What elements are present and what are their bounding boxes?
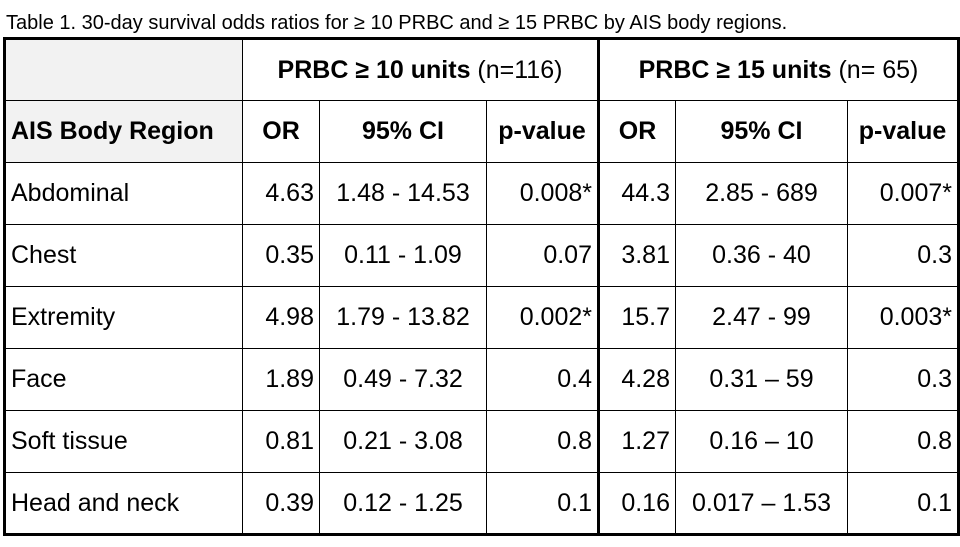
- column-header-pvalue: p-value: [486, 100, 599, 163]
- group-header-row: PRBC ≥ 10 units (n=116) PRBC ≥ 15 units …: [3, 37, 960, 101]
- table-row: Chest 0.35 0.11 - 1.09 0.07 3.81 0.36 - 40 0.3: [3, 224, 960, 287]
- group-n: (n=116): [477, 55, 563, 84]
- column-header-region: AIS Body Region: [3, 100, 243, 163]
- table-row: Extremity 4.98 1.79 - 13.82 0.002* 15.7 2.47 …: [3, 286, 960, 349]
- column-header-or: OR: [242, 100, 320, 163]
- or-cell: 1.27: [597, 410, 676, 473]
- blank-header-cell: [3, 37, 243, 101]
- ci-cell: 0.36 - 40: [675, 224, 848, 287]
- pvalue-cell: 0.3: [847, 348, 960, 411]
- column-header-pvalue: p-value: [847, 100, 960, 163]
- ci-cell: 0.017 – 1.53: [675, 472, 848, 536]
- pvalue-cell: 0.07: [486, 224, 599, 287]
- region-cell: Head and neck: [3, 472, 243, 536]
- table-row: Abdominal 4.63 1.48 - 14.53 0.008* 44.3 2.85 …: [3, 162, 960, 225]
- or-cell: 0.39: [242, 472, 320, 536]
- or-cell: 4.63: [242, 162, 320, 225]
- or-cell: 44.3: [597, 162, 676, 225]
- pvalue-cell: 0.1: [486, 472, 599, 536]
- table-row: Soft tissue 0.81 0.21 - 3.08 0.8 1.27 0.16 – …: [3, 410, 960, 473]
- ci-cell: 0.16 – 10: [675, 410, 848, 473]
- or-cell: 1.89: [242, 348, 320, 411]
- pvalue-cell: 0.008*: [486, 162, 599, 225]
- pvalue-cell: 0.8: [847, 410, 960, 473]
- or-cell: 3.81: [597, 224, 676, 287]
- pvalue-cell: 0.007*: [847, 162, 960, 225]
- region-cell: Abdominal: [3, 162, 243, 225]
- ci-cell: 1.48 - 14.53: [319, 162, 487, 225]
- table-row: Head and neck 0.39 0.12 - 1.25 0.1 0.16 0.017…: [3, 472, 960, 536]
- ci-cell: 2.85 - 689: [675, 162, 848, 225]
- table-caption: Table 1. 30-day survival odds ratios for…: [6, 12, 788, 34]
- column-header-or: OR: [597, 100, 676, 163]
- ci-cell: 0.31 – 59: [675, 348, 848, 411]
- column-header-ci: 95% CI: [675, 100, 848, 163]
- pvalue-cell: 0.1: [847, 472, 960, 536]
- region-cell: Chest: [3, 224, 243, 287]
- ci-cell: 0.12 - 1.25: [319, 472, 487, 536]
- or-cell: 4.98: [242, 286, 320, 349]
- or-cell: 0.16: [597, 472, 676, 536]
- or-cell: 0.35: [242, 224, 320, 287]
- or-cell: 4.28: [597, 348, 676, 411]
- pvalue-cell: 0.002*: [486, 286, 599, 349]
- ci-cell: 0.49 - 7.32: [319, 348, 487, 411]
- ci-cell: 2.47 - 99: [675, 286, 848, 349]
- table-row: Face 1.89 0.49 - 7.32 0.4 4.28 0.31 – 59 0.3: [3, 348, 960, 411]
- ci-cell: 0.11 - 1.09: [319, 224, 487, 287]
- pvalue-cell: 0.3: [847, 224, 960, 287]
- region-cell: Face: [3, 348, 243, 411]
- survival-odds-table: PRBC ≥ 10 units (n=116) PRBC ≥ 15 units …: [3, 37, 960, 536]
- group-n: (n= 65): [838, 55, 919, 84]
- pvalue-cell: 0.003*: [847, 286, 960, 349]
- region-cell: Extremity: [3, 286, 243, 349]
- column-header-row: AIS Body Region OR 95% CI p-value OR 95%…: [3, 100, 960, 163]
- region-cell: Soft tissue: [3, 410, 243, 473]
- or-cell: 15.7: [597, 286, 676, 349]
- column-header-ci: 95% CI: [319, 100, 487, 163]
- ci-cell: 1.79 - 13.82: [319, 286, 487, 349]
- group-header-prbc15: PRBC ≥ 15 units (n= 65): [597, 37, 960, 101]
- ci-cell: 0.21 - 3.08: [319, 410, 487, 473]
- group-label: PRBC ≥ 10 units: [277, 55, 471, 84]
- or-cell: 0.81: [242, 410, 320, 473]
- group-header-prbc10: PRBC ≥ 10 units (n=116): [242, 37, 599, 101]
- pvalue-cell: 0.8: [486, 410, 599, 473]
- group-label: PRBC ≥ 15 units: [638, 55, 832, 84]
- pvalue-cell: 0.4: [486, 348, 599, 411]
